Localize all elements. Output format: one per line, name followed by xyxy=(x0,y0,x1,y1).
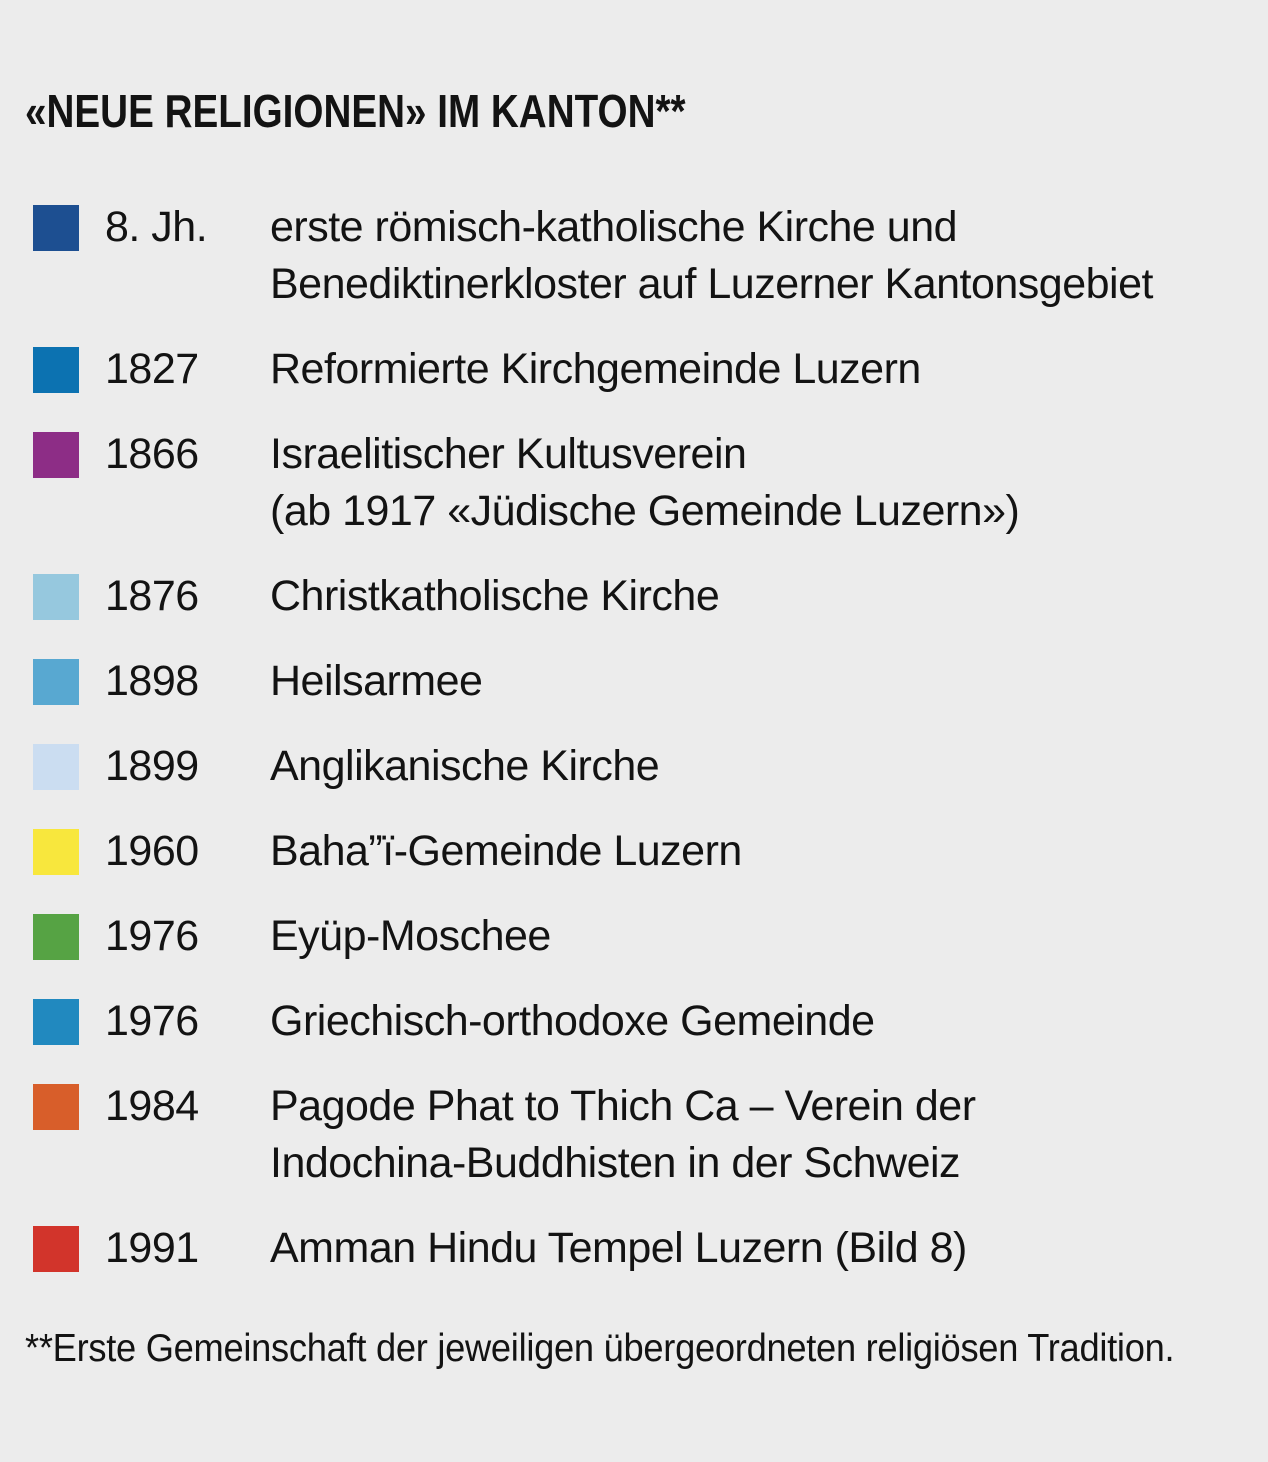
color-swatch xyxy=(33,346,79,393)
description-line: Eyüp-Moschee xyxy=(270,911,551,960)
legend-row: 8. Jh. erste römisch-katholische Kirche … xyxy=(33,199,1268,313)
color-swatch xyxy=(33,828,79,875)
date-label: 1984 xyxy=(105,1081,199,1130)
legend-row: 1991 Amman Hindu Tempel Luzern (Bild 8) xyxy=(33,1220,1268,1277)
legend-row: 1899 Anglikanische Kirche xyxy=(33,738,1268,795)
description-line: Griechisch-orthodoxe Gemeinde xyxy=(270,996,875,1045)
description-line: Baha”ï-Gemeinde Luzern xyxy=(270,826,742,875)
entry-description: Heilsarmee xyxy=(270,653,483,710)
color-swatch xyxy=(33,998,79,1045)
date-label: 1866 xyxy=(105,429,199,478)
legend-row: 1876 Christkatholische Kirche xyxy=(33,568,1268,625)
date-label: 1976 xyxy=(105,996,199,1045)
entry-description: Amman Hindu Tempel Luzern (Bild 8) xyxy=(270,1220,967,1277)
entry-description: Griechisch-orthodoxe Gemeinde xyxy=(270,993,875,1050)
legend-row: 1898 Heilsarmee xyxy=(33,653,1268,710)
entry-description: Pagode Phat to Thich Ca – Verein der Indo… xyxy=(270,1078,976,1192)
color-swatch xyxy=(33,573,79,620)
color-swatch xyxy=(33,431,79,478)
description-line: Christkatholische Kirche xyxy=(270,571,720,620)
legend-list: 8. Jh. erste römisch-katholische Kirche … xyxy=(0,199,1268,1277)
color-swatch xyxy=(33,658,79,705)
date-label: 1991 xyxy=(105,1223,199,1272)
description-line: Reformierte Kirchgemeinde Luzern xyxy=(270,344,921,393)
date-label: 1960 xyxy=(105,826,199,875)
entry-description: Eyüp-Moschee xyxy=(270,908,551,965)
date-label: 1899 xyxy=(105,741,199,790)
footnote: **Erste Gemeinschaft der jeweiligen über… xyxy=(25,1326,1175,1370)
description-line: Anglikanische Kirche xyxy=(270,741,660,790)
description-line: Heilsarmee xyxy=(270,656,483,705)
color-swatch xyxy=(33,743,79,790)
legend-row: 1984 Pagode Phat to Thich Ca – Verein de… xyxy=(33,1078,1268,1192)
description-line: Amman Hindu Tempel Luzern (Bild 8) xyxy=(270,1223,967,1272)
page-title: «NEUE RELIGIONEN» IM KANTON** xyxy=(25,85,686,137)
entry-description: Christkatholische Kirche xyxy=(270,568,720,625)
legend-row: 1866 Israelitischer Kultusverein (ab 1917… xyxy=(33,426,1268,540)
color-swatch xyxy=(33,1083,79,1130)
entry-description: Anglikanische Kirche xyxy=(270,738,660,795)
legend-row: 1960 Baha”ï-Gemeinde Luzern xyxy=(33,823,1268,880)
entry-description: erste römisch-katholische Kirche und Bene… xyxy=(270,199,1153,313)
entry-description: Baha”ï-Gemeinde Luzern xyxy=(270,823,742,880)
entry-description: Reformierte Kirchgemeinde Luzern xyxy=(270,341,921,398)
description-line: Benediktinerkloster auf Luzerner Kantons… xyxy=(270,259,1153,308)
color-swatch xyxy=(33,913,79,960)
legend-row: 1976 Eyüp-Moschee xyxy=(33,908,1268,965)
legend-row: 1976 Griechisch-orthodoxe Gemeinde xyxy=(33,993,1268,1050)
color-swatch xyxy=(33,1225,79,1272)
date-label: 1976 xyxy=(105,911,199,960)
description-line: Israelitischer Kultusverein xyxy=(270,429,747,478)
description-line: Pagode Phat to Thich Ca – Verein der xyxy=(270,1081,976,1130)
description-line: (ab 1917 «Jüdische Gemeinde Luzern») xyxy=(270,486,1020,535)
date-label: 1876 xyxy=(105,571,199,620)
color-swatch xyxy=(33,204,79,251)
legend-row: 1827 Reformierte Kirchgemeinde Luzern xyxy=(33,341,1268,398)
date-label: 8. Jh. xyxy=(105,202,208,251)
description-line: Indochina-Buddhisten in der Schweiz xyxy=(270,1138,961,1187)
date-label: 1827 xyxy=(105,344,199,393)
description-line: erste römisch-katholische Kirche und xyxy=(270,202,958,251)
entry-description: Israelitischer Kultusverein (ab 1917 «Jüd… xyxy=(270,426,1020,540)
date-label: 1898 xyxy=(105,656,199,705)
